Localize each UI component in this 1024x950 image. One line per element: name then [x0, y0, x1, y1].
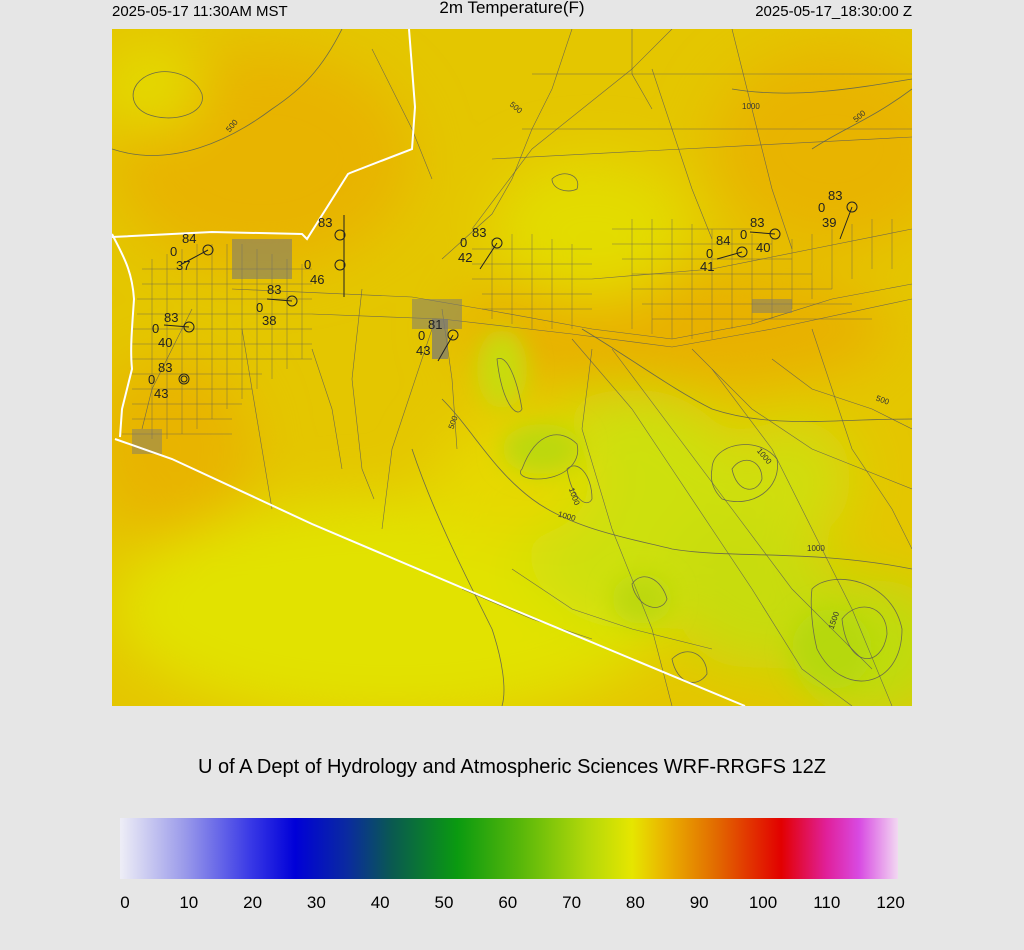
station-dew: 46 [310, 272, 324, 287]
station-temp: 83 [164, 310, 178, 325]
station-dew: 41 [700, 259, 714, 274]
colorbar-tick-label: 40 [370, 893, 390, 912]
station[interactable]: 83 0 43 [148, 360, 190, 401]
station-wind: 0 [152, 321, 159, 336]
colorbar-tick-label: 0 [120, 893, 130, 912]
station-temp: 83 [318, 215, 332, 230]
station-temp: 83 [158, 360, 172, 375]
station-dew: 43 [154, 386, 168, 401]
station-temp: 83 [267, 282, 281, 297]
station-wind: 0 [460, 235, 467, 250]
station-temp: 84 [182, 231, 196, 246]
colorbar-tick-label: 100 [748, 893, 778, 912]
colorbar-tick-label: 110 [813, 893, 841, 912]
station-dew: 39 [822, 215, 836, 230]
colorbar-tick-label: 80 [625, 893, 645, 912]
station[interactable]: 83 0 46 [304, 215, 346, 297]
station[interactable]: 81 0 43 [416, 317, 459, 362]
station-temp: 84 [716, 233, 730, 248]
station-wind: 0 [148, 372, 155, 387]
colorbar-tick-label: 60 [498, 893, 518, 912]
station-wind: 0 [740, 227, 747, 242]
weather-stations: 84 0 37 83 0 40 83 0 43 83 0 38 [148, 188, 858, 401]
urban-areas [132, 239, 792, 454]
station-wind: 0 [170, 244, 177, 259]
colorbar-tick-label: 90 [689, 893, 709, 912]
urban-grids [122, 219, 893, 439]
colorbar-tick-label: 20 [243, 893, 263, 912]
station-wind: 0 [818, 200, 825, 215]
station-temp: 83 [472, 225, 486, 240]
station-dew: 40 [158, 335, 172, 350]
temperature-shading [112, 49, 912, 706]
station[interactable]: 83 0 40 [740, 215, 781, 255]
station-dew: 43 [416, 343, 430, 358]
state-borders [112, 29, 746, 706]
station-wind: 0 [304, 257, 311, 272]
colorbar-tick-label: 120 [876, 893, 905, 912]
contour-label: 500 [875, 394, 891, 407]
local-time-label: 2025-05-17 11:30AM MST [112, 3, 288, 20]
station[interactable]: 83 0 38 [256, 282, 298, 328]
station-dew: 42 [458, 250, 472, 265]
station-temp: 83 [828, 188, 842, 203]
temperature-colorbar [120, 818, 898, 879]
station-temp: 83 [750, 215, 764, 230]
station[interactable]: 84 0 37 [170, 231, 214, 273]
station-dew: 37 [176, 258, 190, 273]
station-wind: 0 [706, 246, 713, 261]
station-wind: 0 [418, 328, 425, 343]
colorbar-tick-label: 70 [562, 893, 582, 912]
colorbar-tick-label: 30 [306, 893, 326, 912]
credit-line: U of A Dept of Hydrology and Atmospheric… [197, 756, 827, 778]
colorbar-tick-label: 10 [179, 893, 199, 912]
station[interactable]: 83 0 40 [152, 310, 195, 350]
elevation-contours [112, 29, 912, 706]
station-dew: 38 [262, 313, 276, 328]
station-wind: 0 [256, 300, 263, 315]
colorbar-ticks: 0 10 20 30 40 50 60 70 80 90 100 110 120 [0, 893, 1024, 917]
station-temp: 81 [428, 317, 442, 332]
station[interactable]: 83 0 39 [818, 188, 858, 240]
map-title: 2m Temperature(F) [439, 0, 585, 17]
contour-label: 1000 [807, 544, 825, 553]
station[interactable]: 84 0 41 [700, 233, 748, 274]
colorbar-tick-label: 50 [434, 893, 454, 912]
contour-label: 500 [447, 414, 460, 430]
utc-time-label: 2025-05-17_18:30:00 Z [755, 3, 912, 20]
station-dew: 40 [756, 240, 770, 255]
temperature-map: 500 500 1000 500 500 1000 1000 1000 500 … [112, 29, 912, 706]
station[interactable]: 83 0 42 [458, 225, 503, 270]
